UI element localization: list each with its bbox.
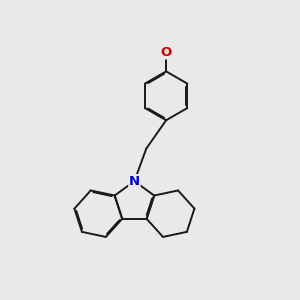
Text: O: O xyxy=(160,46,172,59)
Text: N: N xyxy=(129,175,140,188)
